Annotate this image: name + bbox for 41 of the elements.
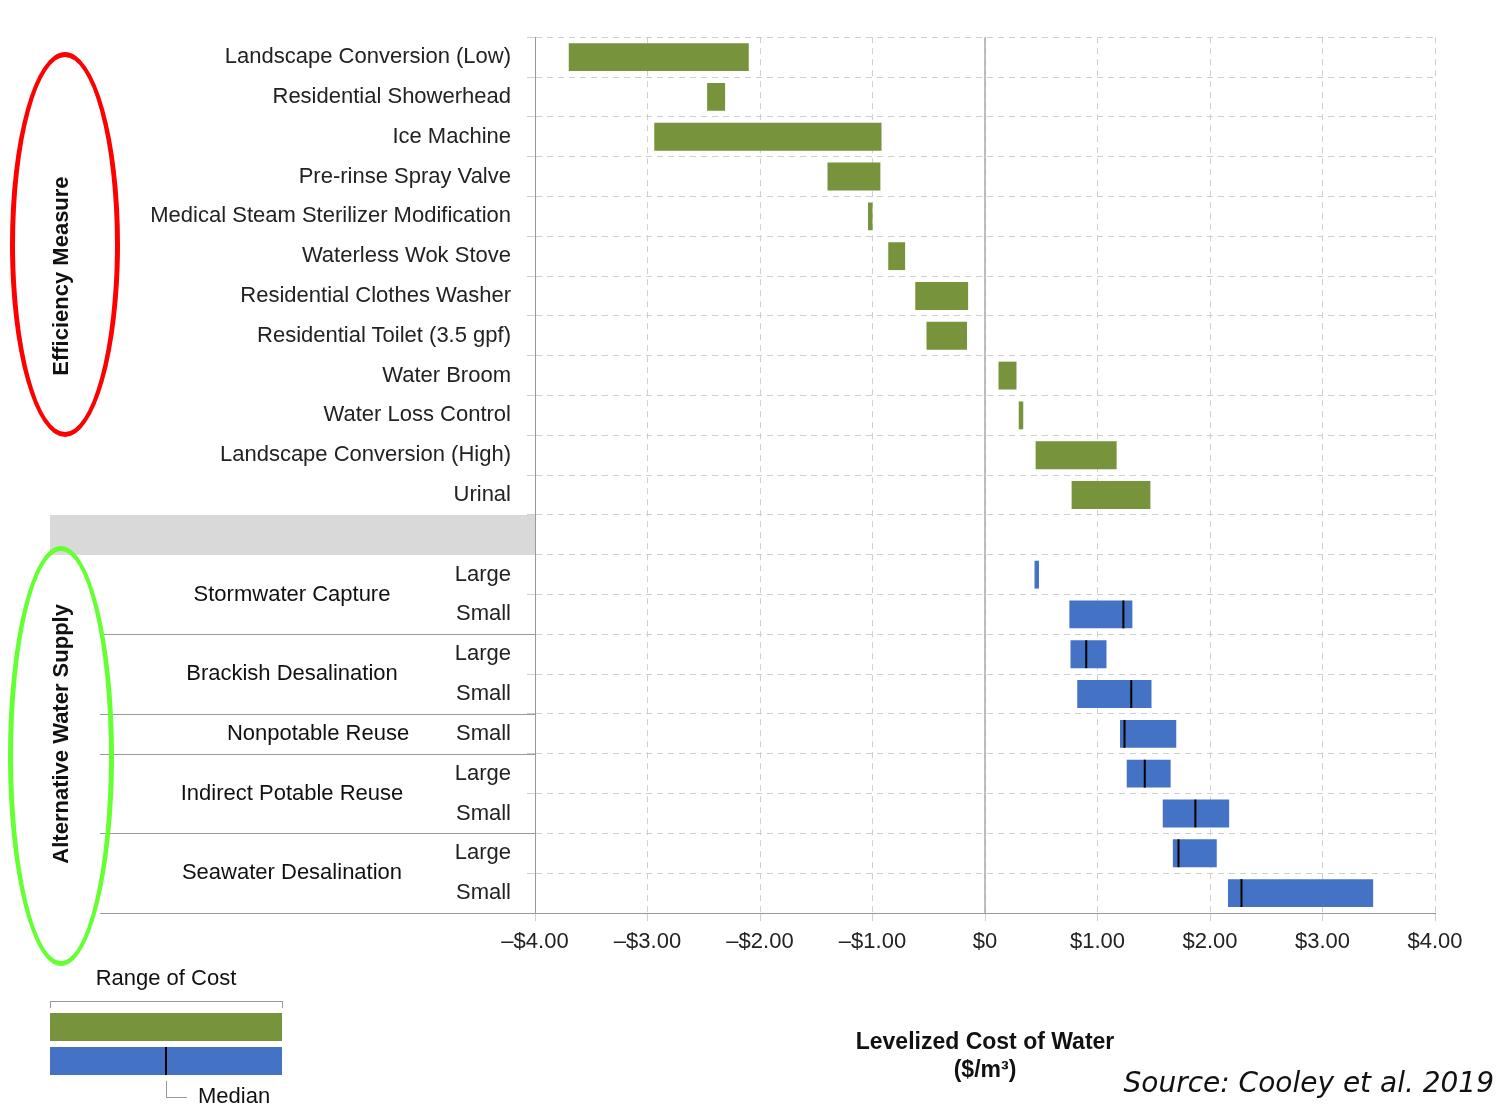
- y-tick-label: Ice Machine: [392, 122, 511, 148]
- x-tick-label: $1.00: [1069, 928, 1126, 954]
- x-tick-label: $2.00: [1182, 928, 1238, 954]
- legend-key: Range of Cost Median: [50, 963, 310, 1103]
- y-tick-label: Small: [455, 879, 511, 905]
- y-tick-label: Large: [454, 640, 511, 666]
- y-tick-label: Large: [454, 560, 511, 586]
- x-tick-label: –$1.00: [838, 928, 907, 954]
- y-tick-label: Small: [455, 719, 511, 745]
- y-tick-label: Water Loss Control: [323, 401, 511, 427]
- text: Alternative Water Supply: [48, 603, 74, 864]
- y-tick-label: Landscape Conversion (Low): [224, 43, 511, 69]
- text: Indirect Potable Reuse: [180, 779, 404, 805]
- y-tick-label: Large: [454, 839, 511, 865]
- text: Nonpotable Reuse: [226, 719, 410, 745]
- x-tick-label: $0: [972, 928, 998, 954]
- x-tick-label: $4.00: [1407, 928, 1463, 954]
- source-note: Source: Cooley et al. 2019: [1123, 1066, 1494, 1099]
- y-tick-label: Residential Clothes Washer: [240, 282, 511, 308]
- x-tick-label: $3.00: [1294, 928, 1351, 954]
- x-tick-label: –$4.00: [501, 928, 569, 954]
- text: Seawater Desalination: [181, 859, 403, 885]
- y-tick-label: Pre-rinse Spray Valve: [298, 162, 511, 188]
- x-tick-label: –$2.00: [726, 928, 794, 954]
- y-tick-label: Small: [455, 799, 511, 825]
- text: Brackish Desalination: [186, 660, 398, 686]
- y-tick-label: Small: [455, 680, 511, 706]
- text: Efficiency Measure: [48, 176, 74, 376]
- x-axis-title: Levelized Cost of Water ($/m³): [855, 1027, 1115, 1082]
- y-tick-label: Large: [454, 759, 511, 785]
- y-tick-label: Urinal: [453, 481, 511, 507]
- legend-title: Range of Cost: [94, 965, 238, 991]
- y-tick-label: Waterless Wok Stove: [301, 242, 511, 268]
- x-tick-label: –$3.00: [613, 928, 682, 954]
- y-tick-label: Medical Steam Sterilizer Modification: [150, 202, 511, 228]
- y-tick-label: Water Broom: [382, 361, 511, 387]
- text: Stormwater Capture: [193, 580, 391, 606]
- y-tick-label: Residential Toilet (3.5 gpf): [257, 321, 511, 347]
- y-tick-label: Small: [455, 600, 511, 626]
- y-tick-label: Landscape Conversion (High): [219, 441, 511, 467]
- y-tick-label: Residential Showerhead: [272, 82, 511, 108]
